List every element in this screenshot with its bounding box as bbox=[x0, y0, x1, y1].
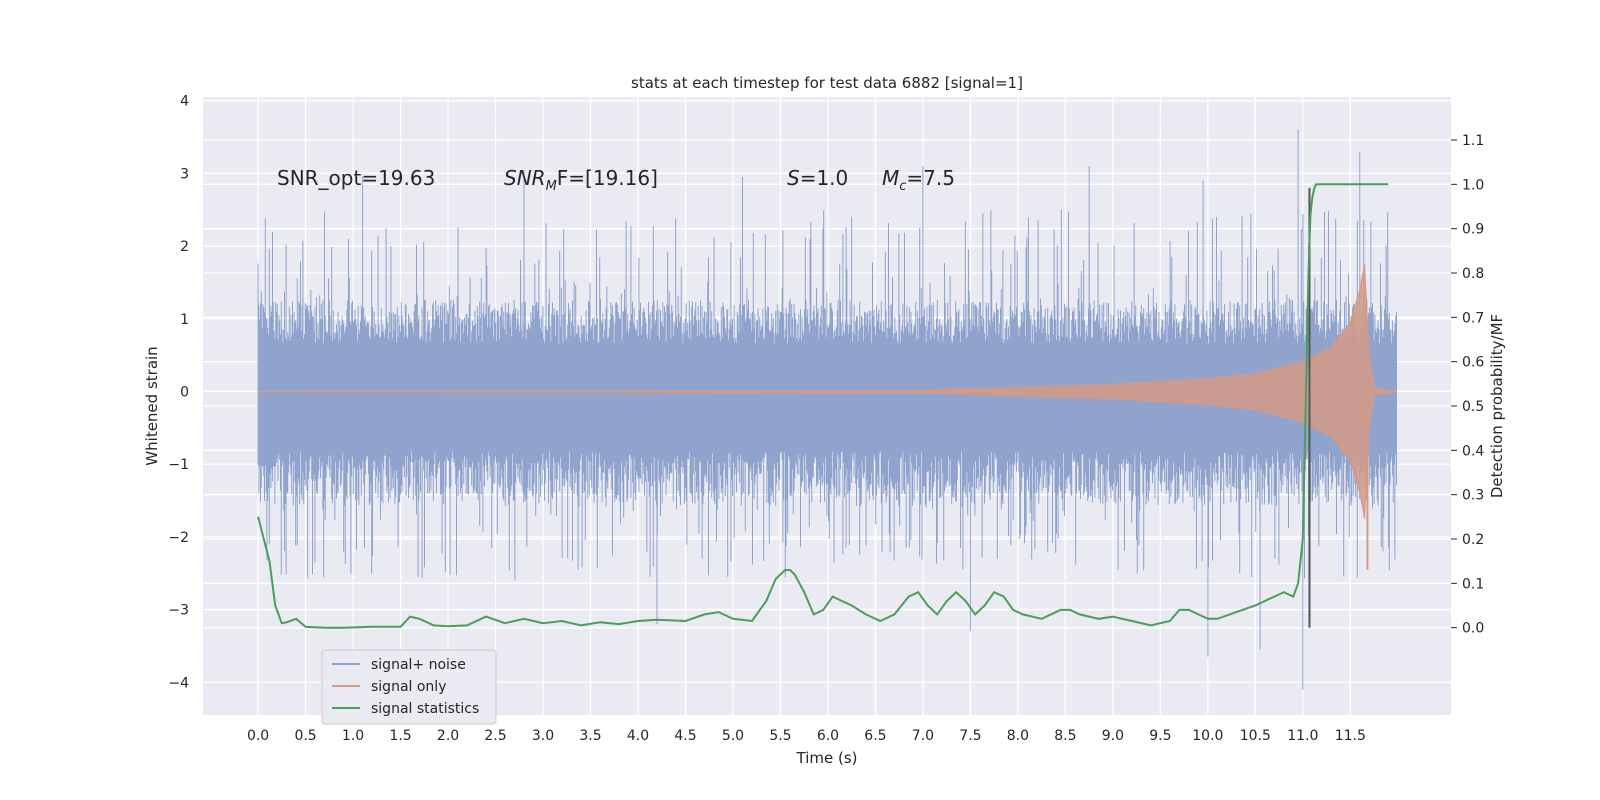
annotation-snr-opt: SNR_opt=19.63 bbox=[277, 166, 435, 190]
series-layer bbox=[257, 129, 1397, 690]
x-tick-label-9: 4.5 bbox=[674, 728, 696, 744]
annotation-mc-sub: c bbox=[899, 179, 906, 194]
y-tick-label-4: 0 bbox=[180, 384, 189, 400]
y-tick-label-1: 3 bbox=[180, 166, 189, 182]
annotation-snr-mf: SNRMF=[19.16] bbox=[504, 166, 658, 194]
legend-box bbox=[321, 649, 497, 725]
x-tick-label-15: 7.5 bbox=[959, 728, 981, 744]
y-ticks-right: 1.1 1.0 0.9 0.8 0.7 0.6 0.5 0.4 0.3 0.2 0.1 0.0 bbox=[1451, 133, 1484, 637]
y-tick-label-right-7: 0.4 bbox=[1462, 443, 1484, 459]
y-tick-label-right-4: 0.7 bbox=[1462, 310, 1484, 326]
y-axis-label: Whitened strain bbox=[143, 346, 161, 465]
x-tick-label-12: 6.0 bbox=[817, 728, 839, 744]
x-tick-label-10: 5.0 bbox=[722, 728, 744, 744]
annotation-mc-main: M bbox=[882, 166, 899, 190]
series-signal-statistics-line bbox=[257, 183, 1389, 629]
y-tick-label-right-0: 1.1 bbox=[1462, 133, 1484, 149]
annotation-s-main: S bbox=[787, 166, 800, 190]
x-tick-label-7: 3.5 bbox=[579, 728, 601, 744]
y-tick-label-right-10: 0.1 bbox=[1462, 576, 1484, 592]
x-tick-label-0: 0.0 bbox=[247, 728, 269, 744]
annotation-s: S=1.0 bbox=[787, 166, 848, 190]
legend-label-signal-only: signal only bbox=[371, 679, 446, 695]
y-tick-label-right-3: 0.8 bbox=[1462, 266, 1484, 282]
annotation-snr-mf-sub: M bbox=[546, 179, 557, 194]
x-tick-label-23: 11.5 bbox=[1335, 728, 1366, 744]
y-tick-label-2: 2 bbox=[180, 239, 189, 255]
x-tick-label-22: 11.0 bbox=[1287, 728, 1318, 744]
y-tick-label-right-2: 0.9 bbox=[1462, 222, 1484, 238]
x-tick-label-3: 1.5 bbox=[389, 728, 411, 744]
y-tick-label-3: 1 bbox=[180, 312, 189, 328]
x-tick-label-21: 10.5 bbox=[1240, 728, 1271, 744]
y-tick-label-right-8: 0.3 bbox=[1462, 488, 1484, 504]
x-tick-label-16: 8.0 bbox=[1007, 728, 1029, 744]
y-tick-label-right-5: 0.6 bbox=[1462, 355, 1484, 371]
y-tick-label-right-11: 0.0 bbox=[1462, 621, 1484, 637]
y-tick-label-7: −3 bbox=[168, 603, 189, 619]
y-tick-label-right-9: 0.2 bbox=[1462, 532, 1484, 548]
y-tick-label-6: −2 bbox=[168, 530, 189, 546]
x-ticks: 0.0 0.5 1.0 1.5 2.0 2.5 3.0 3.5 4.0 4.5 5.0 5.5 6.0 6… bbox=[247, 728, 1366, 744]
chart-title: stats at each timestep for test data 688… bbox=[631, 74, 1023, 92]
x-tick-label-6: 3.0 bbox=[532, 728, 554, 744]
y-tick-label-right-6: 0.5 bbox=[1462, 399, 1484, 415]
annotations: SNR_opt=19.63 SNRMF=[19.16] S=1.0 Mc=7.5 bbox=[277, 166, 955, 194]
annotation-mc: Mc=7.5 bbox=[882, 166, 955, 194]
y-ticks: 4 3 2 1 0 −1 −2 −3 −4 bbox=[168, 94, 189, 692]
y-tick-label-0: 4 bbox=[180, 94, 189, 110]
x-tick-label-8: 4.0 bbox=[627, 728, 649, 744]
legend-label-signal-noise: signal+ noise bbox=[371, 657, 466, 673]
x-tick-label-20: 10.0 bbox=[1192, 728, 1223, 744]
x-tick-label-1: 0.5 bbox=[294, 728, 316, 744]
x-tick-label-5: 2.5 bbox=[484, 728, 506, 744]
x-tick-label-14: 7.0 bbox=[912, 728, 934, 744]
x-tick-label-11: 5.5 bbox=[769, 728, 791, 744]
legend-label-signal-statistics: signal statistics bbox=[371, 701, 479, 717]
y-axis-label-right: Detection probability/MF bbox=[1488, 314, 1506, 498]
annotation-mc-rest: =7.5 bbox=[906, 166, 955, 190]
legend: signal+ noise signal only signal statist… bbox=[321, 649, 497, 725]
x-tick-label-19: 9.5 bbox=[1149, 728, 1171, 744]
annotation-s-rest: =1.0 bbox=[800, 166, 849, 190]
x-tick-label-18: 9.0 bbox=[1102, 728, 1124, 744]
x-tick-label-4: 2.0 bbox=[437, 728, 459, 744]
x-tick-label-13: 6.5 bbox=[864, 728, 886, 744]
x-tick-label-2: 1.0 bbox=[342, 728, 364, 744]
x-tick-label-17: 8.5 bbox=[1054, 728, 1076, 744]
annotation-snr-mf-main: SNR bbox=[504, 166, 546, 190]
x-axis-label: Time (s) bbox=[796, 749, 858, 767]
y-tick-label-8: −4 bbox=[168, 675, 189, 691]
annotation-snr-mf-rest: F=[19.16] bbox=[557, 166, 658, 190]
y-tick-label-5: −1 bbox=[168, 457, 189, 473]
y-tick-label-right-1: 1.0 bbox=[1462, 177, 1484, 193]
